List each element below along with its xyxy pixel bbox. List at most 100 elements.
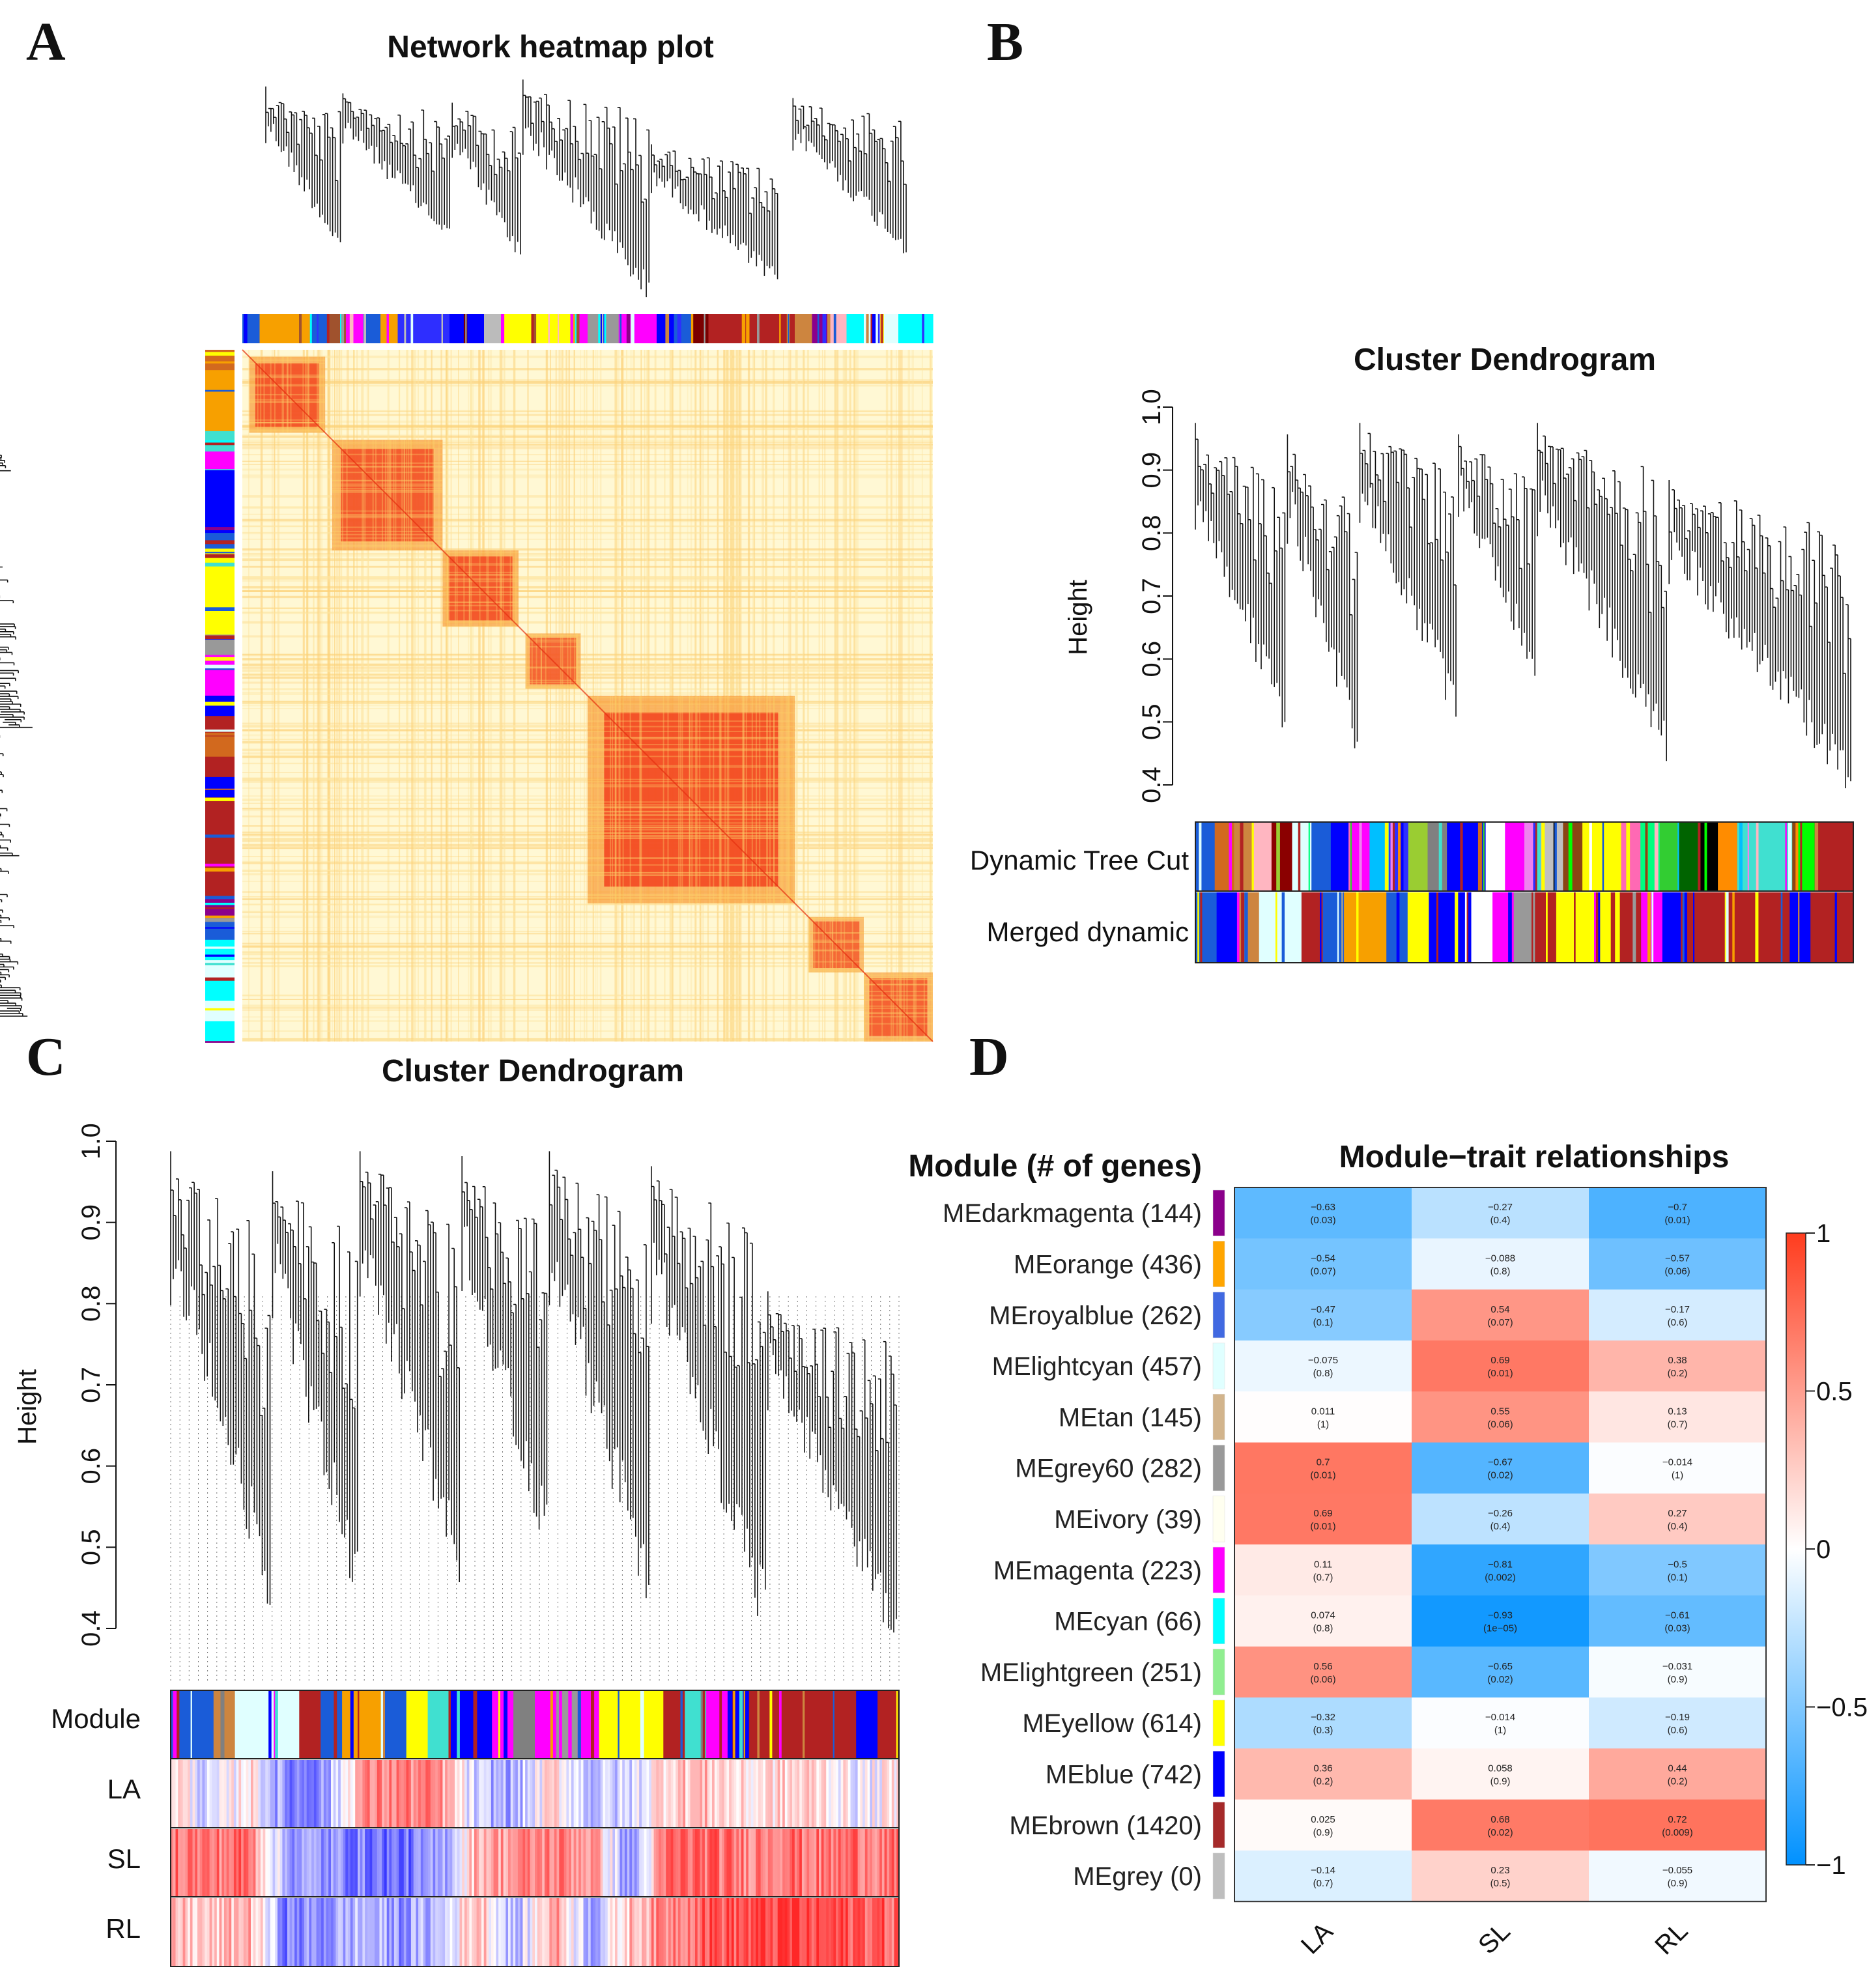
panel-c-module-color-stripe xyxy=(591,1690,595,1759)
trait-column-label: SL xyxy=(1473,1917,1516,1960)
top-dendrogram-branches xyxy=(265,79,907,298)
dynamic-tree-cut-color-stripe xyxy=(1626,822,1631,890)
rl-trait-cell xyxy=(676,1898,679,1967)
cell-correlation: −0.93 xyxy=(1488,1610,1513,1621)
la-trait-cell xyxy=(717,1760,720,1828)
rl-trait-cell xyxy=(605,1898,608,1967)
panel-c-tick-label: 0.8 xyxy=(77,1286,106,1322)
la-trait-cell xyxy=(406,1760,409,1828)
top-module-color-stripe xyxy=(877,314,880,343)
top-module-color-stripe xyxy=(817,314,819,343)
rl-trait-cell xyxy=(279,1898,283,1967)
la-trait-cell xyxy=(498,1760,502,1828)
cell-pvalue: (0.02) xyxy=(1487,1827,1513,1838)
sl-trait-cell xyxy=(246,1829,249,1897)
heatmap-block-texture xyxy=(743,696,745,903)
la-trait-cell xyxy=(214,1760,218,1828)
heatmap-block-texture xyxy=(249,422,326,423)
la-trait-cell xyxy=(746,1760,749,1828)
heatmap-block-texture xyxy=(864,984,933,986)
sl-trait-cell xyxy=(338,1829,341,1897)
heatmap-block-texture xyxy=(442,604,519,606)
dynamic-tree-cut-color-11 xyxy=(1408,822,1429,890)
rl-trait-cell xyxy=(243,1898,247,1967)
la-trait-cell xyxy=(365,1760,368,1828)
rl-trait-cell xyxy=(717,1898,720,1967)
rl-trait-cell xyxy=(212,1898,215,1967)
sl-trait-cell xyxy=(542,1829,545,1897)
heatmap-column-streak xyxy=(573,350,575,1042)
heatmap-block-texture xyxy=(745,696,747,903)
left-module-color-stripe xyxy=(205,963,235,965)
sl-trait-cell xyxy=(624,1829,628,1897)
heatmap-cell xyxy=(1412,1289,1589,1341)
cell-correlation: −0.32 xyxy=(1311,1712,1335,1723)
left-module-color-stripe xyxy=(205,907,235,909)
heatmap-column-streak xyxy=(406,350,408,1042)
rl-trait-cell xyxy=(503,1898,507,1967)
heatmap-cell xyxy=(1234,1697,1412,1749)
rl-trait-cell xyxy=(838,1898,842,1967)
la-trait-cell xyxy=(700,1760,703,1828)
sl-trait-cell xyxy=(481,1829,485,1897)
heatmap-block-texture xyxy=(724,696,726,903)
la-trait-cell xyxy=(459,1760,463,1828)
heatmap-block-texture xyxy=(588,703,795,705)
panel-b-y-axis: 0.40.50.60.70.80.91.0 xyxy=(1137,389,1173,803)
la-trait-cell xyxy=(547,1760,550,1828)
la-trait-cell xyxy=(299,1760,302,1828)
heatmap-row-streak xyxy=(242,1006,933,1009)
dynamic-tree-cut-color-2 xyxy=(1234,822,1254,890)
rl-trait-cell xyxy=(775,1898,778,1967)
sl-trait-cell xyxy=(479,1829,482,1897)
sl-trait-cell xyxy=(221,1829,225,1897)
heatmap-cell xyxy=(1234,1595,1412,1647)
sl-row-label: SL xyxy=(107,1843,141,1874)
heatmap-column-streak xyxy=(921,350,923,1042)
sl-trait-cell xyxy=(748,1829,752,1897)
la-trait-cell xyxy=(253,1760,257,1828)
la-trait-cell xyxy=(197,1760,201,1828)
la-trait-cell xyxy=(687,1760,691,1828)
dynamic-tree-cut-color-21 xyxy=(1601,822,1622,890)
sl-trait-cell xyxy=(296,1829,300,1897)
merged-dynamic-color-stripe xyxy=(1595,892,1599,963)
top-module-color-27 xyxy=(708,314,726,343)
rl-trait-cell xyxy=(457,1898,461,1967)
sl-trait-cell xyxy=(576,1829,579,1897)
heatmap-block-texture xyxy=(332,537,443,539)
legend-tick-label: 1 xyxy=(1816,1219,1831,1248)
la-trait-cell xyxy=(719,1760,722,1828)
dynamic-tree-cut-color-stripe xyxy=(1589,822,1592,890)
top-module-color-17 xyxy=(535,314,554,343)
la-trait-cell xyxy=(649,1760,652,1828)
heatmap-block-texture xyxy=(667,696,669,903)
heatmap-cell xyxy=(1589,1850,1766,1902)
sl-trait-cell xyxy=(603,1829,606,1897)
sl-trait-cell xyxy=(792,1829,795,1897)
panel-c-color-bars xyxy=(170,1690,900,1967)
heatmap-column-streak xyxy=(849,350,851,1042)
rl-trait-cell xyxy=(784,1898,788,1967)
merged-dynamic-color-stripe xyxy=(1356,892,1359,963)
la-trait-cell xyxy=(864,1760,868,1828)
dynamic-tree-cut-color-stripe xyxy=(1677,822,1679,890)
sl-trait-cell xyxy=(345,1829,349,1897)
la-trait-cell xyxy=(712,1760,715,1828)
la-trait-cell xyxy=(178,1760,181,1828)
la-trait-cell xyxy=(238,1760,242,1828)
left-module-color-stripe xyxy=(205,390,235,392)
panel-b-tick-label: 0.5 xyxy=(1137,704,1166,741)
heatmap-block-texture xyxy=(906,972,908,1042)
top-module-color-stripe xyxy=(244,314,248,343)
rl-trait-cell xyxy=(562,1898,565,1967)
heatmap-block-texture xyxy=(249,419,326,421)
top-module-color-stripe xyxy=(631,314,634,343)
sl-trait-cell xyxy=(408,1829,412,1897)
heatmap-cell xyxy=(1234,1748,1412,1800)
heatmap-row-streak xyxy=(242,1004,933,1007)
heatmap-block-texture xyxy=(864,978,933,980)
la-trait-cell xyxy=(418,1760,421,1828)
heatmap-column-streak xyxy=(834,350,837,1042)
heatmap-block-texture xyxy=(588,737,795,739)
